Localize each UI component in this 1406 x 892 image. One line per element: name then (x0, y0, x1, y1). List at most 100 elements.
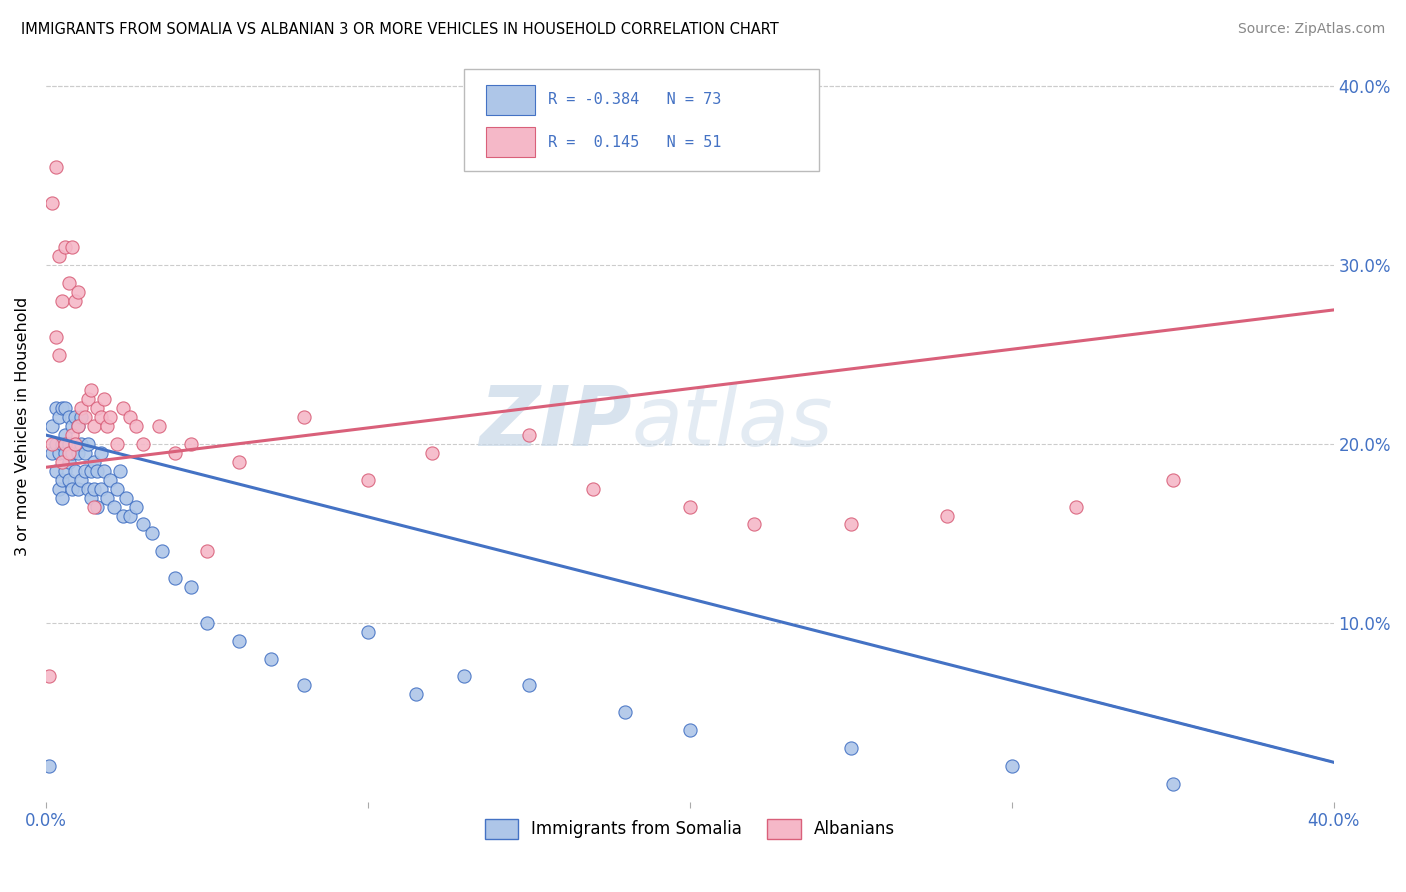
Point (679, 723, 702, 737)
Point (63, 464, 86, 478)
Point (96, 491, 118, 505)
Point (517, 678, 540, 692)
Point (1064, 500, 1087, 514)
Point (53, 240, 76, 254)
Point (63, 293, 86, 308)
Point (70, 437, 93, 451)
Point (260, 651, 283, 665)
Point (103, 500, 125, 514)
Point (936, 508, 959, 523)
Point (51, 455, 73, 469)
Point (53, 437, 76, 451)
Point (45, 330, 67, 344)
Point (742, 517, 765, 532)
Point (90, 482, 112, 496)
Point (125, 500, 148, 514)
Point (76, 392, 98, 407)
Point (58, 473, 80, 487)
Point (76, 482, 98, 496)
Point (41, 437, 63, 451)
Text: atlas: atlas (631, 382, 834, 463)
Point (195, 615, 218, 630)
Point (1161, 473, 1184, 487)
Point (357, 473, 380, 487)
Point (48, 348, 70, 362)
Point (115, 491, 138, 505)
Point (73, 446, 96, 460)
Text: R =  0.145   N = 51: R = 0.145 N = 51 (548, 135, 721, 150)
Point (90, 446, 112, 460)
Point (83, 482, 105, 496)
Point (70, 473, 93, 487)
Point (80, 384, 103, 398)
Point (150, 544, 173, 558)
Point (45, 464, 67, 478)
Point (118, 410, 141, 425)
Point (112, 508, 135, 523)
Point (1161, 777, 1184, 791)
Point (51, 401, 73, 416)
Point (48, 249, 70, 263)
Point (228, 455, 250, 469)
Point (131, 437, 153, 451)
Point (141, 526, 163, 541)
Point (58, 410, 80, 425)
Point (51, 293, 73, 308)
Point (60, 419, 83, 434)
Point (86, 500, 108, 514)
Point (112, 401, 135, 416)
Point (679, 500, 702, 514)
Text: IMMIGRANTS FROM SOMALIA VS ALBANIAN 3 OR MORE VEHICLES IN HOUSEHOLD CORRELATION : IMMIGRANTS FROM SOMALIA VS ALBANIAN 3 OR… (21, 22, 779, 37)
Point (86, 464, 108, 478)
Point (614, 705, 637, 719)
Point (195, 544, 218, 558)
Point (228, 633, 250, 648)
Point (51, 437, 73, 451)
Point (60, 428, 83, 442)
Point (38, 669, 60, 683)
Point (93, 392, 115, 407)
Point (67, 446, 90, 460)
Point (63, 410, 86, 425)
Point (73, 410, 96, 425)
Point (83, 419, 105, 434)
Legend: Immigrants from Somalia, Albanians: Immigrants from Somalia, Albanians (478, 812, 901, 846)
Point (67, 419, 90, 434)
Point (67, 419, 90, 434)
Point (90, 410, 112, 425)
Point (48, 482, 70, 496)
Bar (486, 85, 536, 115)
Point (839, 517, 862, 532)
Point (453, 669, 475, 683)
Point (180, 437, 202, 451)
Point (53, 464, 76, 478)
Point (51, 491, 73, 505)
Point (51, 473, 73, 487)
Point (405, 687, 427, 701)
Point (45, 437, 67, 451)
Point (96, 419, 118, 434)
Point (63, 437, 86, 451)
Point (38, 759, 60, 773)
Point (80, 464, 103, 478)
Point (131, 517, 153, 532)
Point (53, 446, 76, 460)
Point (163, 571, 186, 585)
Point (60, 240, 83, 254)
Point (48, 410, 70, 425)
Point (41, 195, 63, 210)
Bar (486, 127, 536, 157)
Text: R = -0.384   N = 73: R = -0.384 N = 73 (548, 93, 721, 107)
Point (41, 446, 63, 460)
Point (98, 410, 121, 425)
Point (63, 437, 86, 451)
Point (70, 401, 93, 416)
Point (60, 446, 83, 460)
Point (67, 285, 90, 299)
Point (292, 678, 315, 692)
Point (180, 580, 202, 594)
Point (73, 464, 96, 478)
Point (108, 464, 131, 478)
Point (98, 473, 121, 487)
Point (58, 437, 80, 451)
